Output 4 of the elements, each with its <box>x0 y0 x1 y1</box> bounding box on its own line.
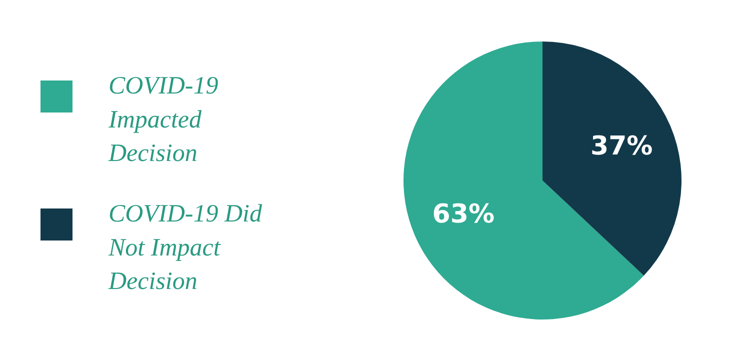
legend-label: COVID-19 Did Not Impact Decision <box>108 200 262 295</box>
data-label: 37% <box>590 131 653 162</box>
legend-label: COVID-19 Impacted Decision <box>108 72 219 167</box>
data-label: 63% <box>432 200 495 230</box>
